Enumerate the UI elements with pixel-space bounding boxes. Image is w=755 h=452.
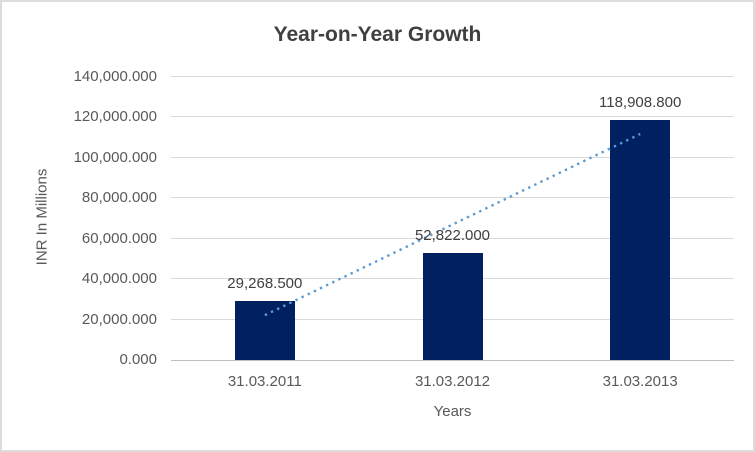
data-label: 52,822.000 — [414, 227, 491, 245]
y-tick-label: 100,000.000 — [73, 148, 157, 166]
y-tick-label: 60,000.000 — [81, 229, 157, 247]
y-tick-label: 140,000.000 — [73, 68, 157, 85]
y-tick-label: 40,000.000 — [81, 270, 157, 288]
plot-area: 29,268.500 52,822.000 118,908.800 — [171, 76, 734, 361]
y-axis-title: INR In Millions — [33, 168, 51, 266]
data-label: 118,908.800 — [599, 93, 682, 111]
bar-31.03.2013 — [610, 119, 671, 360]
x-axis-line — [171, 360, 734, 361]
y-tick-label: 20,000.000 — [81, 310, 157, 328]
chart-title: Year-on-Year Growth — [273, 23, 482, 46]
x-category-label: 31.03.2012 — [414, 373, 491, 390]
x-category-label: 31.03.2011 — [227, 373, 302, 390]
y-tick-label: 120,000.000 — [73, 108, 157, 126]
gridline — [171, 76, 734, 77]
gridline — [171, 116, 734, 117]
y-tick-label: 0.000 — [119, 351, 157, 368]
bar-31.03.2011 — [234, 300, 295, 360]
bar-31.03.2012 — [422, 253, 483, 360]
x-axis-title: Years — [433, 403, 472, 420]
y-tick-label: 80,000.000 — [81, 189, 157, 207]
x-category-label: 31.03.2013 — [602, 373, 678, 390]
data-label: 29,268.500 — [227, 274, 303, 292]
